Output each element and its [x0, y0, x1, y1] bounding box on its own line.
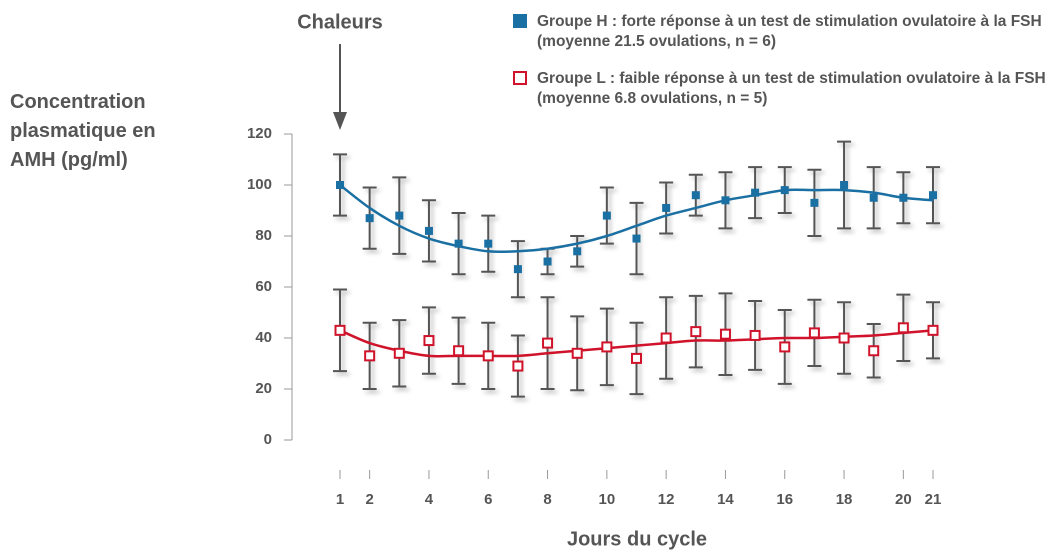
- legend-swatch: [513, 71, 527, 85]
- data-point: [719, 328, 731, 340]
- trend-line: [339, 329, 934, 358]
- data-point: [721, 196, 730, 205]
- data-point: [840, 181, 849, 189]
- data-point: [334, 324, 346, 336]
- data-point: [453, 345, 465, 357]
- data-point: [869, 193, 878, 202]
- legend-swatch: [513, 14, 527, 28]
- x-tick-label: 4: [425, 491, 434, 508]
- x-tick-label: 2: [365, 491, 373, 508]
- data-point: [543, 257, 552, 266]
- data-point: [571, 347, 583, 359]
- data-point: [927, 324, 939, 336]
- data-point: [393, 347, 405, 359]
- data-point: [751, 188, 760, 197]
- y-axis-label: Concentration plasmatique en AMH (pg/ml): [10, 91, 156, 171]
- data-point: [365, 214, 374, 223]
- x-tick-label: 14: [717, 491, 734, 508]
- y-tick-label: 120: [247, 125, 272, 142]
- data-point: [482, 350, 494, 362]
- x-tick-label: 8: [543, 491, 551, 508]
- data-point: [513, 265, 522, 274]
- data-point: [632, 234, 641, 243]
- x-tick-label: 20: [895, 491, 912, 508]
- data-point: [601, 341, 613, 353]
- y-tick-label: 0: [264, 431, 272, 448]
- legend-label: Groupe L : faible réponse à un test de s…: [537, 70, 1046, 107]
- x-tick-label: 6: [484, 491, 492, 508]
- y-tick-label: 60: [255, 278, 272, 295]
- data-point: [395, 211, 404, 220]
- data-point: [631, 352, 642, 364]
- data-point: [808, 327, 820, 339]
- annotation-text: Chaleurs: [297, 11, 383, 33]
- data-point: [779, 341, 791, 353]
- data-point: [424, 226, 433, 235]
- data-point: [336, 181, 344, 189]
- x-tick-label: 16: [776, 491, 793, 508]
- x-tick-label: 12: [658, 491, 675, 508]
- data-point: [899, 193, 908, 202]
- data-point: [691, 191, 700, 200]
- data-point: [602, 211, 611, 220]
- data-point: [660, 332, 672, 344]
- data-point: [929, 191, 937, 200]
- x-tick-label: 21: [925, 491, 942, 508]
- legend-label: Groupe H : forte réponse à un test de st…: [537, 13, 1042, 50]
- data-point: [662, 203, 671, 212]
- annotation-arrowhead: [333, 112, 347, 130]
- trend-line: [339, 184, 934, 254]
- x-axis-label: Jours du cycle: [567, 528, 707, 550]
- data-point: [780, 186, 789, 195]
- y-tick-label: 20: [255, 380, 272, 397]
- data-point: [484, 239, 493, 248]
- data-point: [838, 332, 850, 344]
- x-tick-label: 10: [599, 491, 616, 508]
- data-point: [690, 326, 702, 338]
- data-point: [454, 239, 463, 248]
- y-tick-label: 100: [247, 176, 272, 193]
- data-point: [573, 247, 582, 256]
- error-bars: [333, 140, 940, 299]
- data-point: [868, 345, 880, 357]
- x-tick-label: 18: [836, 491, 853, 508]
- data-point: [749, 329, 761, 341]
- data-point: [423, 335, 435, 347]
- data-point: [542, 337, 554, 349]
- data-point: [512, 360, 524, 372]
- y-tick-label: 80: [255, 227, 272, 244]
- data-point: [364, 350, 376, 362]
- data-point: [897, 322, 909, 334]
- y-tick-label: 40: [255, 329, 272, 346]
- data-point: [810, 198, 819, 207]
- x-tick-label: 1: [336, 491, 344, 508]
